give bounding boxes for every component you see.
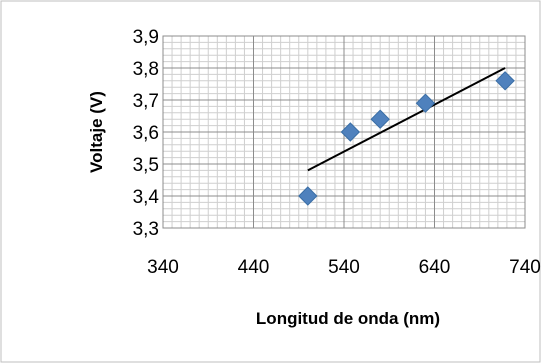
y-tick-label: 3,9 [133, 27, 159, 48]
y-tick-label: 3,5 [133, 155, 159, 176]
data-point [340, 122, 361, 142]
x-tick-label: 440 [238, 257, 270, 278]
y-tick-label: 3,4 [133, 187, 160, 208]
y-tick-label: 3,7 [133, 91, 159, 112]
y-tick-label: 3,6 [133, 123, 159, 144]
data-point [495, 71, 515, 91]
x-tick-label: 640 [419, 257, 451, 278]
data-point [370, 109, 390, 129]
x-tick-label: 540 [328, 257, 360, 278]
x-tick-label: 340 [147, 257, 179, 278]
x-tick-label: 740 [509, 257, 541, 278]
y-axis-title: Voltaje (V) [87, 91, 106, 173]
data-points [298, 71, 515, 206]
y-tick-label: 3,3 [133, 219, 159, 240]
data-point [298, 186, 318, 206]
plot-area [162, 35, 526, 229]
x-axis-ticks: 340 440 540 640 740 [147, 257, 541, 278]
y-axis-ticks: 3,3 3,4 3,5 3,6 3,7 3,8 3,9 [133, 27, 160, 240]
y-tick-label: 3,8 [133, 59, 159, 80]
trendline [307, 67, 506, 172]
x-axis-title: Longitud de onda (nm) [256, 309, 440, 328]
data-point [415, 93, 436, 113]
trendline-group [307, 67, 506, 172]
